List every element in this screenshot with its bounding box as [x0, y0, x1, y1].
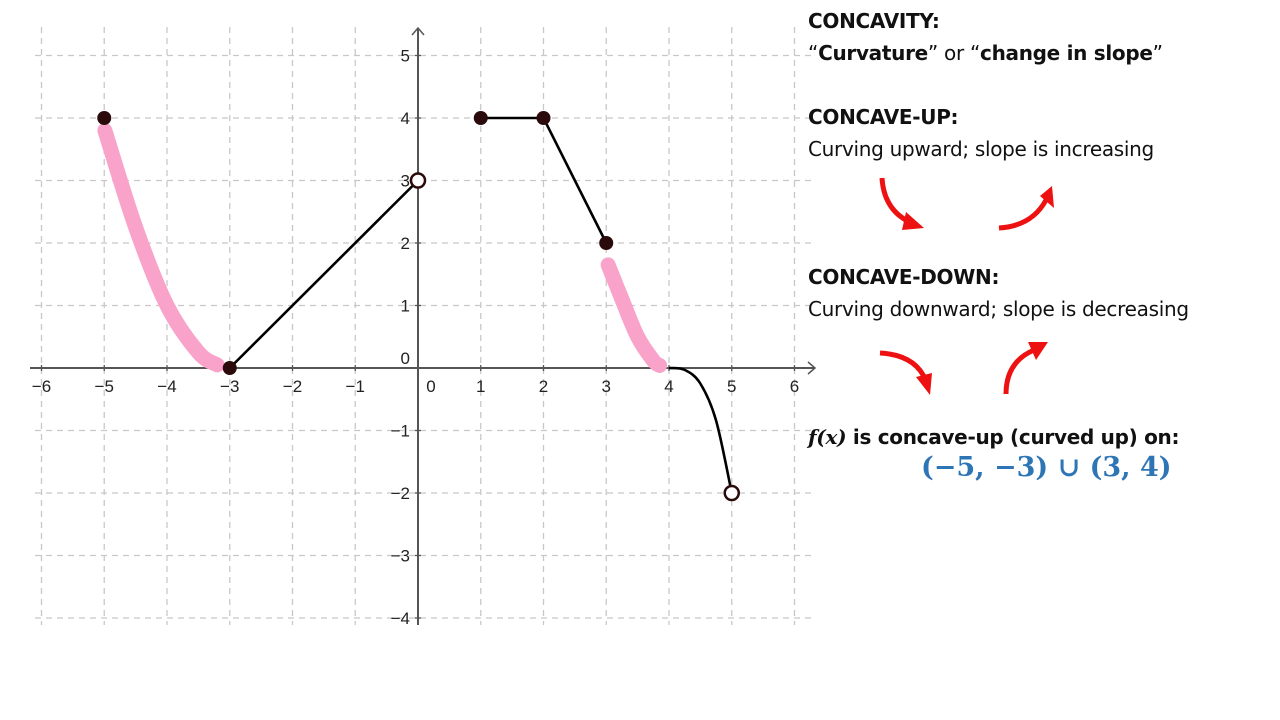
- curved-arrow-up-right-icon: [1003, 342, 1048, 395]
- or-text: or: [937, 41, 970, 65]
- svg-text:−1: −1: [346, 377, 365, 396]
- curved-arrow-up-right-icon: [998, 186, 1054, 231]
- svg-text:1: 1: [401, 297, 410, 316]
- svg-text:−3: −3: [391, 547, 410, 566]
- y-tick-labels: 5 4 3 2 1 0 −1 −2 −3 −4: [391, 47, 421, 628]
- term-change-in-slope: change in slope: [980, 41, 1153, 65]
- svg-text:−4: −4: [157, 377, 176, 396]
- quote-close: ”: [927, 41, 938, 65]
- concave-up-heading: CONCAVE-UP:: [808, 105, 959, 129]
- concave-down-heading: CONCAVE-DOWN:: [808, 265, 1000, 289]
- svg-text:4: 4: [401, 109, 410, 128]
- endpoint-markers: [97, 111, 740, 502]
- curved-arrow-right-down-icon: [879, 350, 932, 395]
- svg-text:−3: −3: [220, 377, 239, 396]
- curve-segment: [668, 366, 734, 494]
- highlight-stroke: [97, 123, 225, 373]
- closed-point: [536, 111, 551, 125]
- concave-down-description: Curving downward; slope is decreasing: [808, 297, 1189, 321]
- axes: [30, 26, 817, 625]
- svg-text:5: 5: [401, 47, 410, 66]
- term-curvature: Curvature: [818, 41, 928, 65]
- svg-text:−1: −1: [391, 422, 410, 441]
- closed-point: [599, 236, 614, 250]
- function-name: f(x): [808, 425, 847, 449]
- svg-text:−5: −5: [95, 377, 114, 396]
- svg-text:5: 5: [727, 377, 736, 396]
- svg-text:6: 6: [790, 377, 799, 396]
- conclusion-statement: f(x) is concave-up (curved up) on:: [808, 425, 1179, 449]
- open-point: [723, 484, 740, 502]
- concave-up-description: Curving upward; slope is increasing: [808, 137, 1154, 161]
- svg-text:0: 0: [401, 349, 410, 368]
- svg-text:−4: −4: [391, 609, 410, 628]
- svg-text:3: 3: [401, 172, 410, 191]
- svg-text:3: 3: [602, 377, 611, 396]
- svg-text:2: 2: [539, 377, 548, 396]
- concave-up-interval: (−5, −3) ∪ (3, 4): [921, 452, 1172, 483]
- svg-text:−6: −6: [32, 377, 51, 396]
- quote-close: ”: [1152, 41, 1163, 65]
- closed-point: [473, 111, 488, 125]
- svg-text:−2: −2: [283, 377, 302, 396]
- svg-text:4: 4: [664, 377, 673, 396]
- curve-segment: [542, 117, 608, 244]
- function-graph: −6 −5 −4 −3 −2 −1 0 1 2 3 4 5 6 5 4 3 2 1 0 −1 −2 −3 −4: [30, 26, 817, 628]
- highlight-stroke: [600, 257, 668, 373]
- concavity-definition: “Curvature” or “change in slope”: [808, 41, 1163, 65]
- svg-text:2: 2: [401, 234, 410, 253]
- curved-arrow-down-right-icon: [879, 177, 924, 230]
- quote-open: “: [808, 41, 819, 65]
- curve-segment: [228, 179, 419, 369]
- notes-panel: CONCAVITY: “Curvature” or “change in slo…: [808, 0, 1278, 720]
- quote-open: “: [969, 41, 981, 65]
- concavity-heading: CONCAVITY:: [808, 9, 940, 33]
- svg-text:−2: −2: [391, 484, 410, 503]
- grid-lines: [35, 27, 812, 625]
- closed-point: [97, 111, 112, 125]
- x-tick-labels: −6 −5 −4 −3 −2 −1 0 1 2 3 4 5 6: [32, 365, 799, 396]
- svg-text:1: 1: [476, 377, 485, 396]
- closed-point: [222, 361, 237, 375]
- function-curves: [228, 116, 734, 494]
- conclusion-text: is concave-up (curved up) on:: [846, 425, 1180, 449]
- pink-highlights: [97, 123, 668, 373]
- open-point: [409, 172, 427, 189]
- svg-text:0: 0: [426, 377, 435, 396]
